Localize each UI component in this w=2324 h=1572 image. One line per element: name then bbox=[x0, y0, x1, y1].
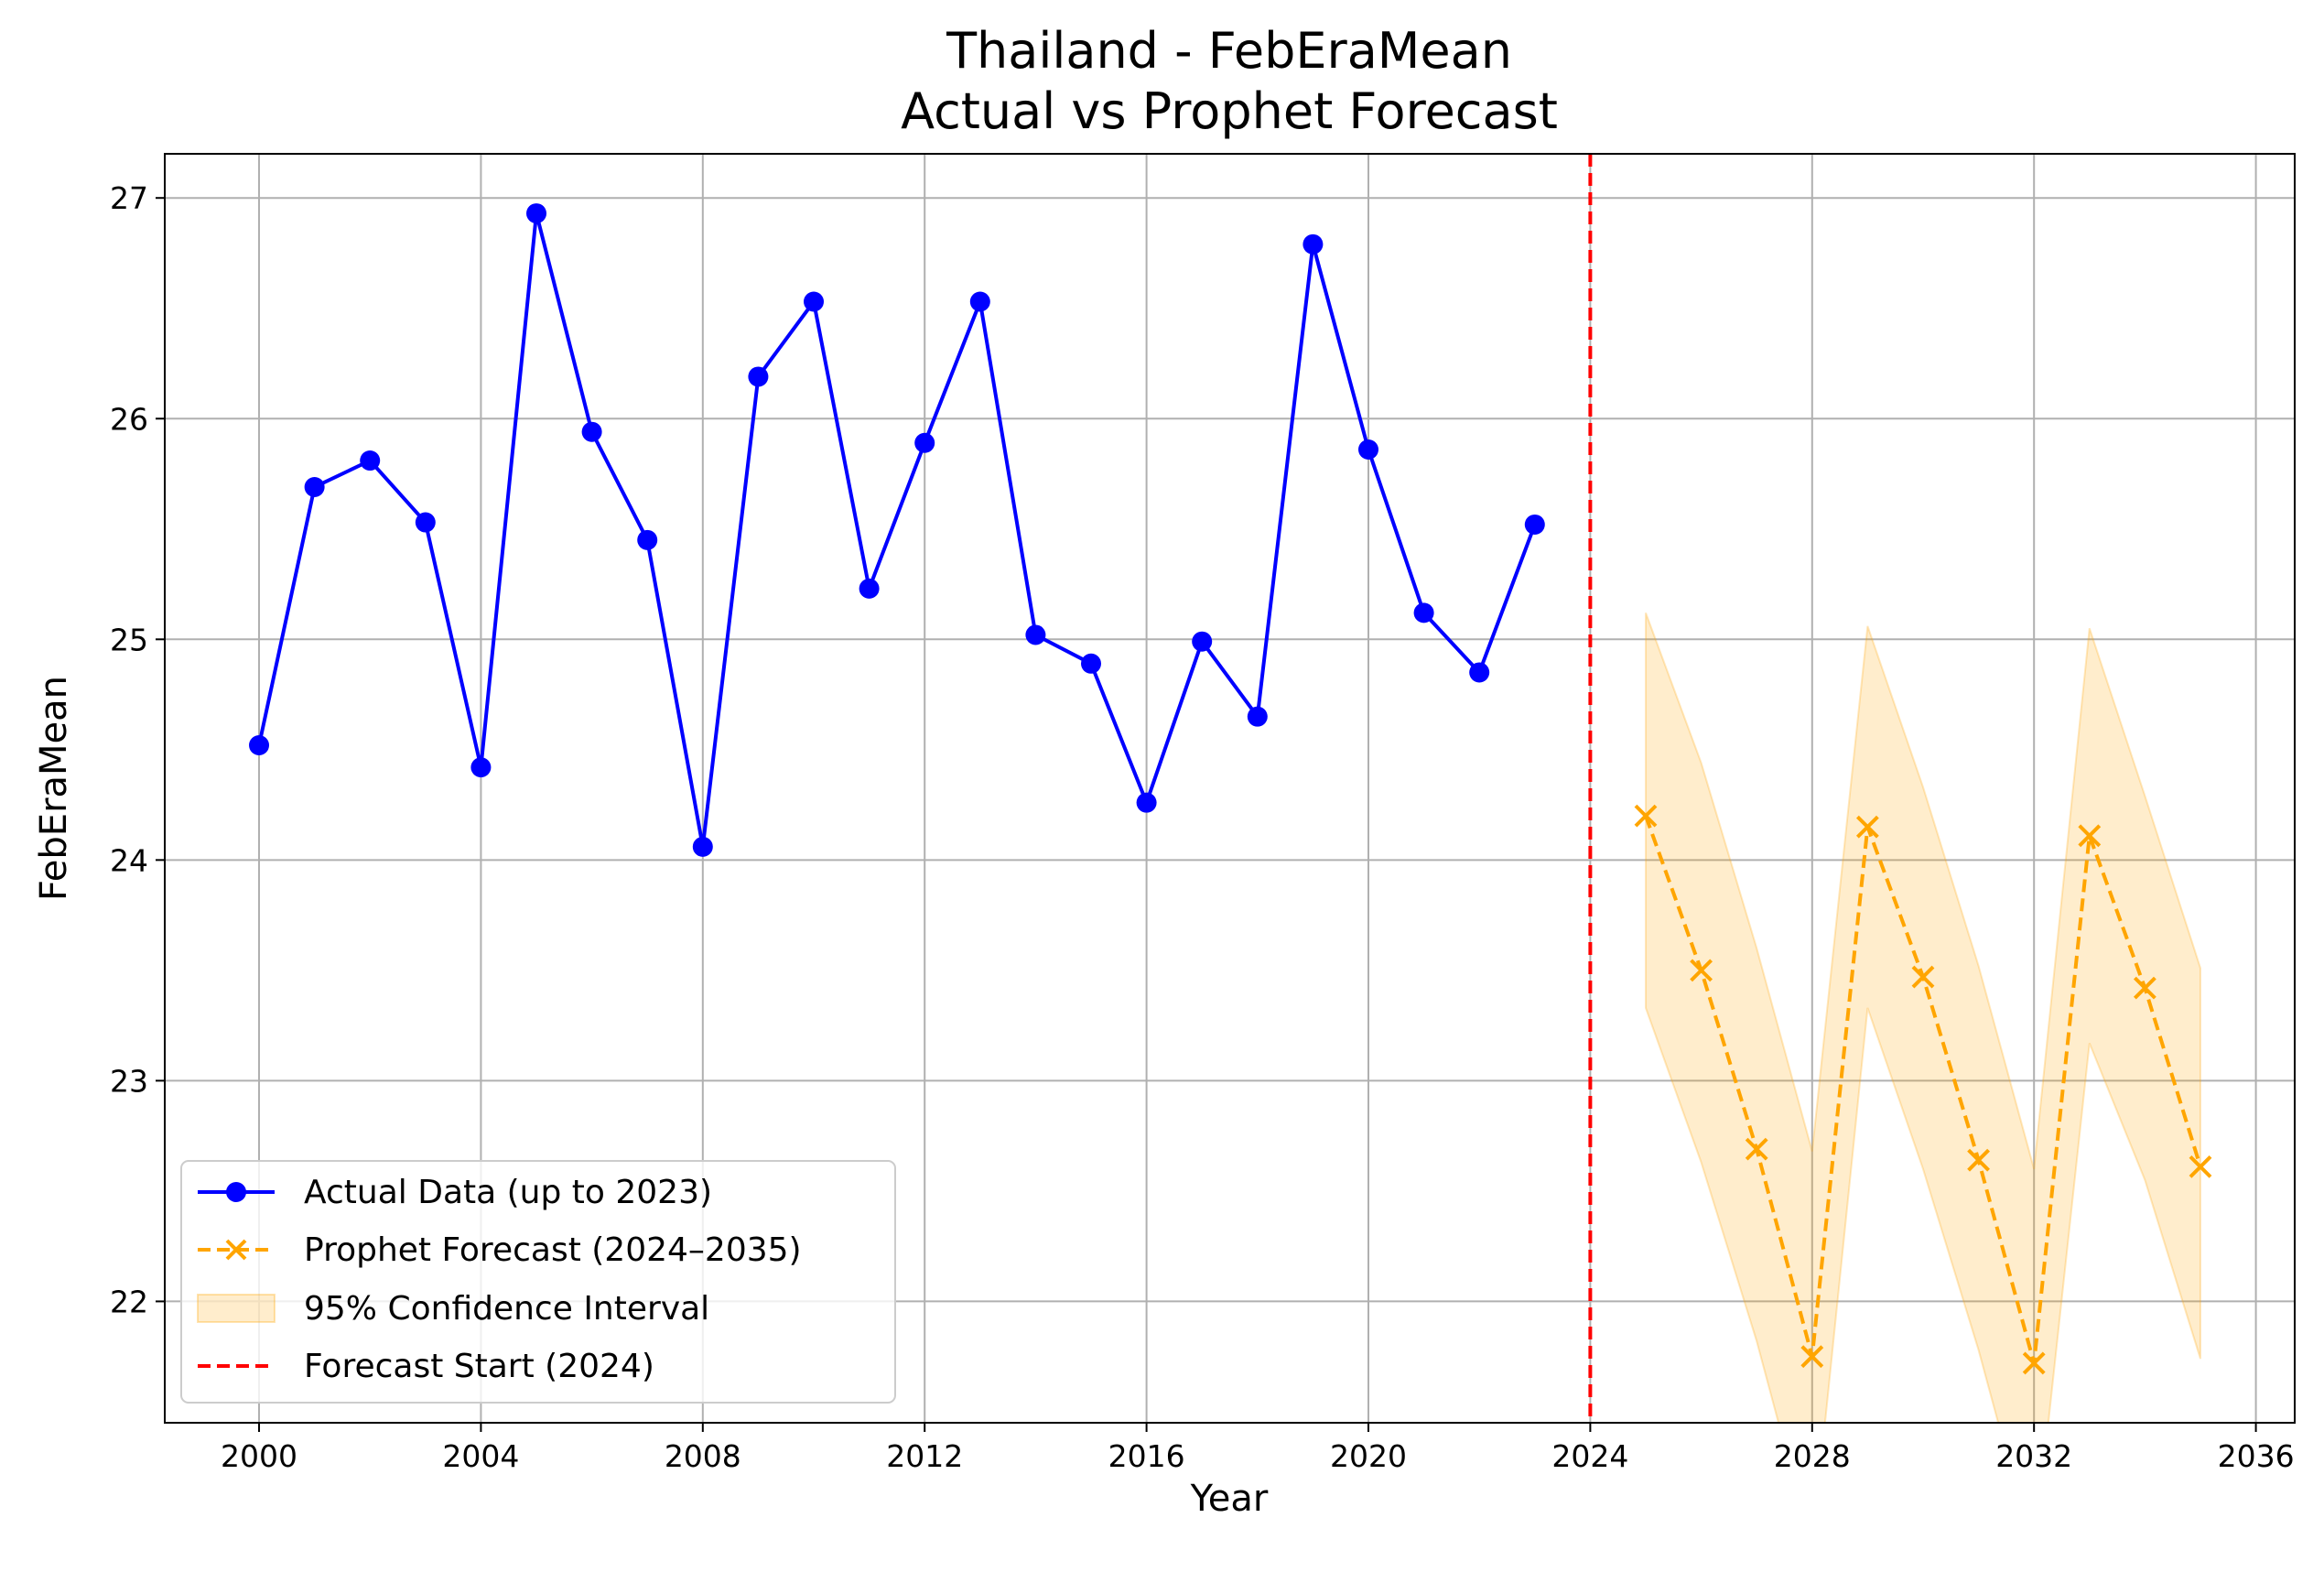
actual-point-2009 bbox=[748, 366, 769, 387]
forecast-point-2031 bbox=[1967, 1148, 1991, 1172]
x-tick-label-2016: 2016 bbox=[1108, 1438, 1185, 1474]
actual-point-2021 bbox=[1413, 602, 1434, 623]
x-tick-label-2008: 2008 bbox=[665, 1438, 741, 1474]
forecast-point-2033 bbox=[2078, 824, 2102, 848]
legend: Actual Data (up to 2023) Prophet Forecas… bbox=[180, 1160, 896, 1404]
actual-point-2023 bbox=[1524, 514, 1545, 535]
legend-label-actual: Actual Data (up to 2023) bbox=[304, 1174, 712, 1211]
y-tick-label-27: 27 bbox=[110, 180, 148, 216]
actual-point-2008 bbox=[692, 836, 713, 857]
actual-point-2013 bbox=[969, 291, 990, 312]
legend-label-forecast-start: Forecast Start (2024) bbox=[304, 1348, 654, 1385]
actual-point-2011 bbox=[859, 578, 880, 599]
actual-point-2017 bbox=[1192, 631, 1213, 652]
legend-swatch-ci bbox=[197, 1294, 276, 1323]
legend-marker-actual bbox=[226, 1182, 246, 1202]
actual-point-2014 bbox=[1025, 624, 1046, 645]
x-tick-label-2012: 2012 bbox=[886, 1438, 963, 1474]
actual-point-2018 bbox=[1247, 706, 1268, 727]
y-tick-label-23: 23 bbox=[110, 1063, 148, 1099]
actual-point-2005 bbox=[526, 203, 547, 224]
forecast-point-2029 bbox=[1855, 815, 1879, 839]
axis-ticks: 2000 2004 2008 2012 2016 2020 2024 2028 2032 2036… bbox=[110, 180, 2295, 1474]
actual-point-2019 bbox=[1303, 233, 1324, 255]
actual-point-2015 bbox=[1081, 653, 1102, 674]
y-tick-label-22: 22 bbox=[110, 1284, 148, 1319]
legend-label-forecast: Prophet Forecast (2024–2035) bbox=[304, 1231, 802, 1269]
actual-point-2003 bbox=[415, 512, 436, 533]
actual-point-2020 bbox=[1357, 439, 1378, 460]
forecast-point-2030 bbox=[1911, 965, 1935, 989]
actual-point-2000 bbox=[249, 734, 270, 755]
legend-label-ci: 95% Confidence Interval bbox=[304, 1290, 709, 1328]
x-tick-label-2032: 2032 bbox=[1995, 1438, 2072, 1474]
forecast-point-2035 bbox=[2189, 1155, 2212, 1178]
legend-box bbox=[180, 1160, 896, 1404]
forecast-point-2026 bbox=[1690, 959, 1713, 982]
actual-point-2006 bbox=[581, 421, 602, 442]
legend-marker-forecast bbox=[225, 1239, 247, 1261]
x-tick-label-2028: 2028 bbox=[1774, 1438, 1851, 1474]
y-tick-label-26: 26 bbox=[110, 401, 148, 437]
chart-subtitle: Actual vs Prophet Forecast bbox=[901, 82, 1558, 140]
x-tick-label-2000: 2000 bbox=[221, 1438, 297, 1474]
plot-frame bbox=[164, 153, 2296, 1424]
actual-point-2010 bbox=[804, 291, 825, 312]
actual-point-2007 bbox=[637, 529, 658, 550]
actual-point-2001 bbox=[304, 476, 325, 497]
confidence-interval-area bbox=[1644, 613, 2201, 1423]
chart-title: Thailand - FebEraMean bbox=[946, 22, 1512, 80]
x-tick-label-2024: 2024 bbox=[1551, 1438, 1628, 1474]
actual-point-2002 bbox=[360, 450, 381, 472]
actual-series-line bbox=[257, 211, 1537, 849]
confidence-interval-band bbox=[1644, 613, 2201, 1423]
grid bbox=[165, 154, 2295, 1423]
y-axis-label: FebEraMean bbox=[33, 676, 75, 901]
actual-point-2004 bbox=[470, 757, 492, 778]
actual-point-2016 bbox=[1136, 792, 1157, 813]
forecast-point-2027 bbox=[1745, 1137, 1768, 1161]
y-tick-label-25: 25 bbox=[110, 622, 148, 657]
forecast-point-2034 bbox=[2133, 976, 2156, 1000]
forecast-point-2025 bbox=[1634, 804, 1658, 828]
x-tick-label-2004: 2004 bbox=[442, 1438, 519, 1474]
x-tick-label-2020: 2020 bbox=[1330, 1438, 1407, 1474]
actual-point-2012 bbox=[914, 432, 935, 453]
forecast-point-2032 bbox=[2022, 1351, 2046, 1375]
forecast-point-2028 bbox=[1800, 1345, 1824, 1369]
series-group bbox=[249, 203, 2212, 1375]
x-tick-label-2036: 2036 bbox=[2218, 1438, 2295, 1474]
x-axis-label: Year bbox=[1190, 1478, 1269, 1520]
y-tick-label-24: 24 bbox=[110, 842, 148, 878]
actual-point-2022 bbox=[1469, 662, 1490, 683]
